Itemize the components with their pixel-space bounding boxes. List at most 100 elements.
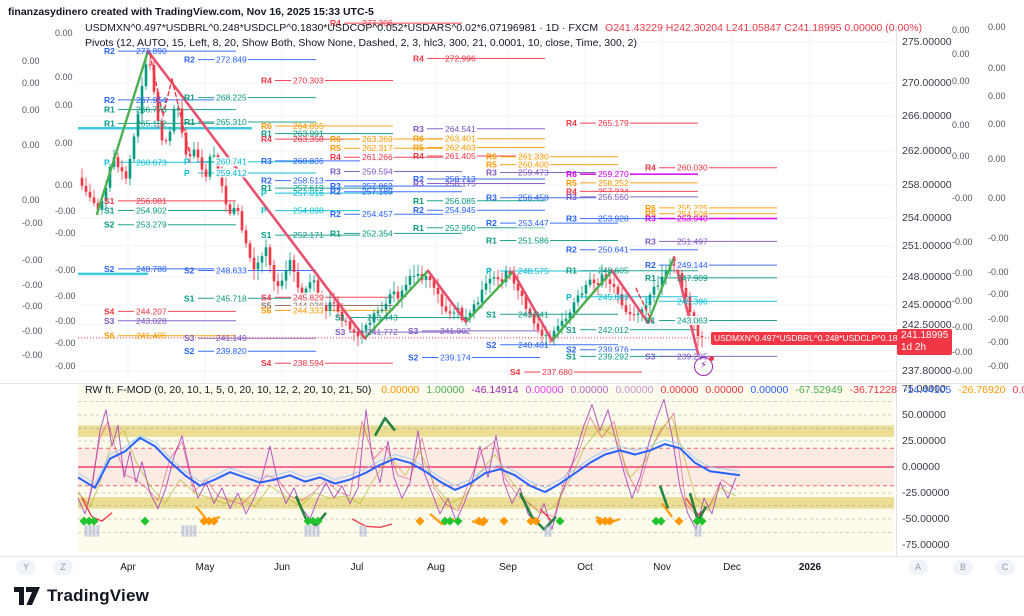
pivot-level-label: S1: [566, 325, 577, 335]
time-axis-label[interactable]: Dec: [723, 562, 741, 573]
pivot-level-label: R1: [413, 223, 424, 233]
indicator-scale-value: 0.00: [952, 151, 970, 161]
price-axis-label[interactable]: 254.00000: [902, 212, 952, 224]
pivot-level-label: R4: [330, 152, 341, 162]
oscillator-axis-label[interactable]: -75.00000: [902, 539, 950, 551]
pivot-level-label: P: [566, 292, 572, 302]
price-axis-label[interactable]: 237.80000: [902, 365, 952, 377]
pivot-level-value: 262.403: [445, 142, 476, 152]
price-axis-label[interactable]: 251.00000: [902, 240, 952, 252]
pivot-level-label: S2: [184, 265, 195, 275]
pivot-level-value: 253.447: [518, 218, 549, 228]
pivot-level-label: S3: [645, 351, 656, 361]
oscillator-axis-label[interactable]: 25.00000: [902, 435, 946, 447]
price-axis-label[interactable]: 248.00000: [902, 271, 952, 283]
pivot-level-label: R1: [104, 105, 115, 115]
pivot-level-label: S1: [261, 230, 272, 240]
pivot-level-label: S3: [184, 333, 195, 343]
oscillator-axis-label[interactable]: -25.00000: [902, 487, 950, 499]
pivot-level-value: 259.473: [518, 167, 549, 177]
pivot-level-value: 254.945: [445, 205, 476, 215]
pivot-level-value: 256.560: [598, 192, 629, 202]
indicator-scale-value: -0.00: [55, 206, 76, 216]
pivot-level-label: R3: [413, 124, 424, 134]
price-axis-label[interactable]: 270.00000: [902, 77, 952, 89]
pivot-level-value: 260.400: [518, 160, 549, 170]
pivot-level-value: 239.820: [216, 346, 247, 356]
time-axis-label[interactable]: Nov: [653, 562, 671, 573]
price-axis-label[interactable]: 245.00000: [902, 299, 952, 311]
time-axis[interactable]: Apr May Jun Jul Aug Sep Oct Nov Dec 2026 Y Z A B C: [0, 556, 1024, 579]
oscillator-axis-label[interactable]: -50.00000: [902, 513, 950, 525]
oscillator-axis-label[interactable]: 50.00000: [902, 409, 946, 421]
pivot-level-value: 243.443: [367, 312, 398, 322]
pivot-level-value: 258.175: [445, 179, 476, 189]
time-axis-label[interactable]: Sep: [499, 562, 517, 573]
pivot-level-value: 244.207: [136, 306, 167, 316]
axis-quick-button-b[interactable]: B: [953, 560, 973, 575]
indicator-scale-value: 0.00: [55, 28, 73, 38]
pane-separator[interactable]: [0, 383, 1024, 384]
pivot-level-label: R1: [104, 118, 115, 128]
indicator-scale-value: -0.00: [55, 316, 76, 326]
time-axis-label[interactable]: 2026: [798, 562, 822, 573]
pivot-level-label: R3: [330, 166, 341, 176]
axis-quick-button-c[interactable]: C: [995, 560, 1015, 575]
pivot-level-value: 262.317: [362, 143, 393, 153]
pivot-level-value: 252.950: [445, 223, 476, 233]
price-axis-label[interactable]: 275.00000: [902, 36, 952, 48]
oscillator-status-value: 0.00000: [615, 384, 654, 396]
pivot-level-value: 265.179: [598, 118, 629, 128]
pivot-level-value: 249.144: [677, 260, 708, 270]
pivot-level-value: 266.776: [136, 105, 167, 115]
pivot-level-value: 248.633: [216, 265, 247, 275]
symbol-legend[interactable]: USDMXN^0.497*USDBRL^0.248*USDCLP^0.1830*…: [85, 22, 922, 34]
oscillator-axis-label[interactable]: 0.00000: [902, 461, 940, 473]
axis-quick-button-y[interactable]: Y: [16, 560, 36, 575]
tradingview-logo[interactable]: TradingView: [14, 584, 149, 608]
time-axis-label[interactable]: Oct: [577, 562, 593, 573]
time-axis-label[interactable]: May: [195, 562, 215, 573]
pivot-level-value: 239.174: [440, 353, 471, 363]
price-line-flag[interactable]: USDMXN^0.497*USDBRL^0.248*USDCLP^0.18…: [711, 332, 900, 345]
price-axis-label[interactable]: 242.50000: [902, 319, 952, 331]
price-axis-label[interactable]: 262.00000: [902, 145, 952, 157]
price-axis-label[interactable]: 258.00000: [902, 179, 952, 191]
oscillator-status-value: -46.14914: [471, 384, 519, 396]
pivot-level-value: 244.936: [293, 301, 324, 311]
time-axis-label[interactable]: Aug: [427, 562, 445, 573]
pivot-level-label: R4: [261, 76, 272, 86]
pivot-level-value: 273.890: [136, 46, 167, 56]
pivot-level-label: R2: [104, 46, 115, 56]
price-axis-label[interactable]: 266.00000: [902, 110, 952, 122]
pivot-level-value: 258.713: [445, 174, 476, 184]
pivot-level-label: P: [486, 266, 492, 276]
time-axis-label[interactable]: Apr: [120, 562, 136, 573]
indicator-scale-value: 0.00: [55, 180, 73, 190]
axis-quick-button-z[interactable]: Z: [53, 560, 73, 575]
pivot-level-label: S5: [261, 301, 272, 311]
notification-dot: [709, 356, 714, 361]
pivot-level-label: R1: [413, 196, 424, 206]
pivot-level-label: P: [261, 206, 267, 216]
indicator-scale-value: 0.00: [988, 91, 1006, 101]
indicator-scale-value: -0.00: [988, 361, 1009, 371]
tradingview-logo-text: TradingView: [47, 586, 150, 605]
pivot-level-value: 263.401: [445, 134, 476, 144]
oscillator-axis-label[interactable]: 75.00000: [902, 383, 946, 395]
time-axis-label[interactable]: Jul: [350, 562, 364, 573]
time-axis-label[interactable]: Jun: [273, 562, 291, 573]
symbol-title[interactable]: USDMXN^0.497*USDBRL^0.248*USDCLP^0.1830*…: [85, 22, 599, 34]
pivot-level-value: 258.252: [598, 178, 629, 188]
pivot-level-label: R1: [184, 93, 195, 103]
oscillator-legend[interactable]: RW ft. F-MOD (0, 20, 10, 1, 5, 0, 20, 10…: [85, 384, 1024, 396]
axis-quick-button-a[interactable]: A: [908, 560, 928, 575]
pivot-level-value: 261.405: [445, 151, 476, 161]
pivot-level-label: S1: [104, 196, 115, 206]
pivots-indicator-legend[interactable]: Pivots (12, AUTO, 15, Left, 8, 20, Show …: [85, 37, 637, 49]
oscillator-title[interactable]: RW ft. F-MOD (0, 20, 10, 1, 5, 0, 20, 10…: [85, 384, 372, 396]
pivot-level-value: 277.306: [362, 18, 393, 28]
lightning-badge-icon[interactable]: ⚡: [694, 356, 714, 376]
